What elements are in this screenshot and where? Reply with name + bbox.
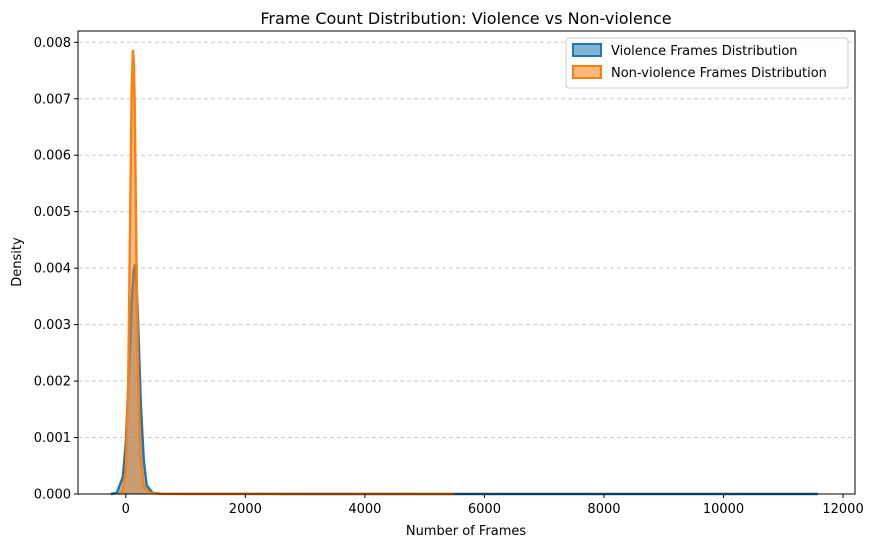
y-axis-title: Density — [10, 237, 25, 287]
y-tick-label: 0.007 — [34, 92, 71, 107]
x-axis: 0 2000 4000 6000 8000 10000 12000 — [122, 494, 864, 517]
chart-title: Frame Count Distribution: Violence vs No… — [260, 9, 671, 28]
legend-label-violence: Violence Frames Distribution — [611, 44, 798, 59]
x-tick-label: 4000 — [348, 502, 381, 517]
y-tick-label: 0.008 — [34, 36, 71, 51]
x-tick-label: 2000 — [229, 502, 262, 517]
x-tick-label: 10000 — [703, 502, 744, 517]
y-tick-label: 0.002 — [34, 375, 71, 390]
legend: Violence Frames Distribution Non-violenc… — [565, 37, 849, 89]
legend-label-non-violence: Non-violence Frames Distribution — [611, 66, 827, 81]
y-tick-label: 0.005 — [34, 205, 71, 220]
legend-swatch-violence — [572, 43, 602, 57]
x-tick-label: 8000 — [587, 502, 620, 517]
legend-box — [565, 37, 849, 89]
y-tick-label: 0.003 — [34, 318, 71, 333]
plot-frame — [77, 30, 856, 495]
y-tick-label: 0.000 — [34, 488, 71, 503]
y-tick-label: 0.004 — [34, 262, 71, 277]
y-tick-label: 0.001 — [34, 431, 71, 446]
y-tick-label: 0.006 — [34, 149, 71, 164]
x-tick-label: 12000 — [822, 502, 863, 517]
legend-swatch-non-violence — [572, 65, 602, 79]
x-tick-label: 6000 — [468, 502, 501, 517]
y-axis: 0.000 0.001 0.002 0.003 0.004 0.005 0.006 0.007… — [34, 36, 78, 503]
x-axis-title: Number of Frames — [406, 524, 527, 539]
x-tick-label: 0 — [122, 502, 130, 517]
